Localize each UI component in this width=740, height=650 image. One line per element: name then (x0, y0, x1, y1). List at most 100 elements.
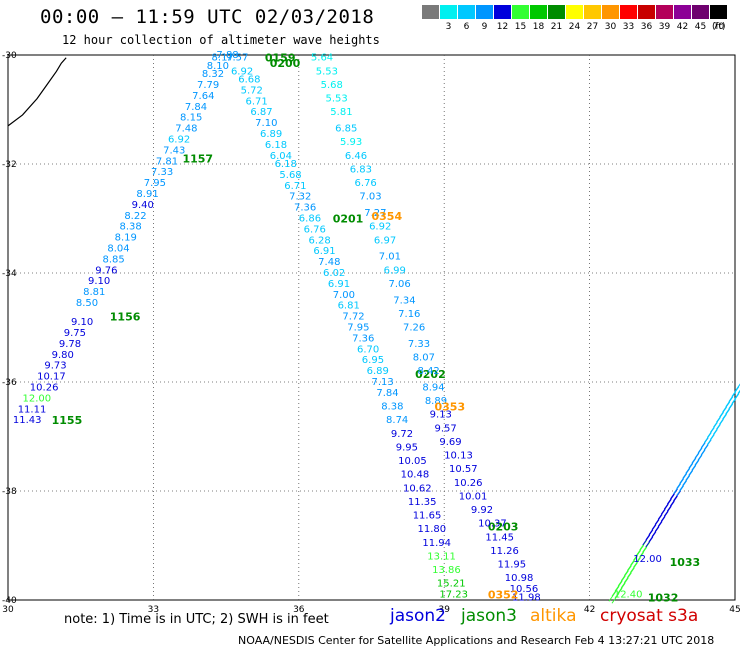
legend-jason3: jason3 (461, 606, 517, 626)
swh-value: 10.13 (444, 451, 473, 462)
x-tick-label: 36 (293, 605, 305, 615)
scale-swatch (440, 5, 457, 19)
swh-value: 6.89 (367, 366, 389, 377)
swh-value: 9.69 (439, 437, 461, 448)
swh-value: 6.83 (350, 164, 372, 175)
swh-value: 9.76 (95, 265, 117, 276)
swh-value: 11.45 (485, 532, 514, 543)
swh-value: 8.38 (119, 222, 141, 233)
swh-value: 7.84 (376, 388, 398, 399)
swh-value: 7.01 (379, 252, 401, 263)
swh-value: 9.92 (471, 505, 493, 516)
swh-value: 7.13 (372, 377, 394, 388)
swh-value: 6.92 (369, 222, 391, 233)
time-label: 0202 (415, 368, 446, 381)
swh-value: 6.81 (338, 301, 360, 312)
credit-line: NOAA/NESDIS Center for Satellite Applica… (238, 634, 715, 647)
swh-value: 6.04 (270, 151, 292, 162)
swh-value: 7.27 (364, 208, 386, 219)
swh-value: 7.26 (403, 323, 425, 334)
x-tick-label: 42 (584, 605, 595, 615)
swh-value: 8.17 (212, 53, 234, 64)
swh-value: 7.33 (408, 339, 430, 350)
scale-swatch (638, 5, 655, 19)
swh-value: 7.88 (216, 50, 238, 61)
y-tick-label: -38 (2, 487, 17, 497)
swh-value: 6.86 (299, 214, 321, 225)
time-label: 0203 (488, 520, 519, 533)
swh-value: 10.26 (454, 478, 483, 489)
swh-value: 7.95 (347, 323, 369, 334)
swh-value: 5.93 (340, 137, 362, 148)
scale-swatch (422, 5, 439, 19)
scale-label: 39 (658, 22, 671, 32)
scale-swatch (602, 5, 619, 19)
swh-value: 6.99 (384, 265, 406, 276)
swh-value: 8.32 (202, 69, 224, 80)
swh-value: 5.53 (316, 66, 338, 77)
legend-jason2: jason2 (390, 606, 446, 626)
swh-value: 13.86 (432, 565, 461, 576)
legend-altika: altika (530, 606, 577, 626)
swh-value: 6.02 (323, 268, 345, 279)
swh-value: 6.70 (357, 344, 379, 355)
swh-value: 7.10 (255, 118, 277, 129)
y-tick-label: -34 (2, 269, 17, 279)
scale-swatch (674, 5, 691, 19)
swh-value: 6.46 (345, 151, 367, 162)
scale-swatch (692, 5, 709, 19)
time-label: 1155 (52, 414, 83, 427)
swh-value: 7.95 (144, 178, 166, 189)
swh-value: 10.01 (459, 491, 488, 502)
swh-value: 7.03 (359, 192, 381, 203)
swh-value: 7.16 (398, 309, 420, 320)
swh-value: 8.50 (76, 298, 98, 309)
swh-value: 9.13 (430, 410, 452, 421)
swh-value: 6.18 (275, 159, 297, 170)
swh-value: 8.10 (207, 61, 229, 72)
time-label: 0354 (372, 210, 403, 223)
swh-value: 11.26 (490, 546, 519, 557)
swh-value: 6.68 (238, 75, 260, 86)
scale-swatch (620, 5, 637, 19)
swh-value: 11.35 (408, 497, 437, 508)
scale-label: 3 (445, 22, 452, 32)
swath-mark (734, 383, 740, 392)
swh-value: 7.32 (289, 192, 311, 203)
swh-value: 6.71 (245, 96, 267, 107)
swh-value: 5.68 (279, 170, 301, 181)
swh-value: 7.57 (226, 53, 248, 64)
swh-value: 11.80 (418, 524, 447, 535)
swh-value: 10.57 (449, 464, 478, 475)
swh-value: 8.15 (180, 113, 202, 124)
swh-value: 5.72 (241, 85, 263, 96)
scale-label: 9 (481, 22, 488, 32)
swh-value: 6.95 (362, 355, 384, 366)
scale-label: 6 (463, 22, 470, 32)
swh-value: 6.18 (265, 140, 287, 151)
swh-value: 8.19 (115, 233, 137, 244)
swh-value: 11.65 (413, 511, 442, 522)
swh-value: 7.34 (393, 295, 415, 306)
swh-value: 7.79 (197, 80, 219, 91)
swh-value: 15.21 (437, 579, 466, 590)
swh-value: 7.43 (163, 145, 185, 156)
scale-label: 27 (586, 22, 599, 32)
swh-value: 8.04 (107, 243, 129, 254)
swh-value: 17.23 (439, 590, 468, 601)
scale-label: 15 (514, 22, 527, 32)
swh-value: 9.80 (52, 350, 74, 361)
swh-value: 10.98 (505, 573, 534, 584)
swh-value: 8.89 (425, 396, 447, 407)
swh-value: 11.43 (13, 415, 42, 426)
swh-value: 8.74 (386, 415, 408, 426)
swh-value: 6.91 (328, 279, 350, 290)
swh-value: 8.22 (124, 211, 146, 222)
swh-value: 5.68 (321, 80, 343, 91)
scale-swatch (566, 5, 583, 19)
swath-mark (737, 389, 740, 394)
x-tick-label: 45 (729, 605, 740, 615)
swh-value: 7.84 (185, 102, 207, 113)
coastline (7, 57, 67, 127)
swh-value: 5.81 (330, 107, 352, 118)
